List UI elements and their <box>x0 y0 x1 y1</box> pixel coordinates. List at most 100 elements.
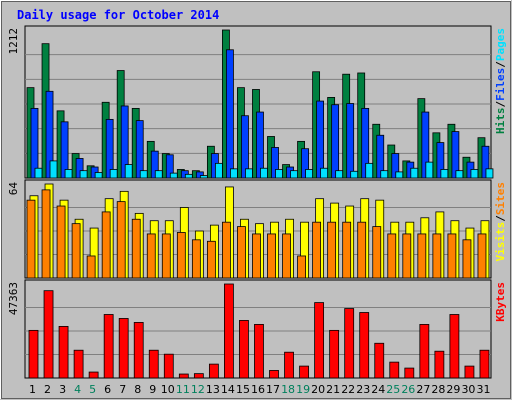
bar-files-day-29 <box>451 131 460 179</box>
bar-sites-day-13 <box>206 240 216 279</box>
bar-kbytes-day-31 <box>479 349 490 379</box>
bar-files-day-2 <box>45 90 54 179</box>
chart-title: Daily usage for October 2014 <box>17 8 219 22</box>
bar-pages-day-12 <box>199 175 208 179</box>
bar-pages-day-10 <box>169 172 178 179</box>
bar-sites-day-30 <box>462 239 472 279</box>
bar-pages-day-20 <box>320 167 329 179</box>
bar-sites-day-22 <box>342 221 352 279</box>
bar-kbytes-day-8 <box>133 322 144 379</box>
x-label-day-22: 22 <box>341 383 355 396</box>
bar-pages-day-19 <box>305 169 313 179</box>
bar-kbytes-day-7 <box>118 318 129 379</box>
x-label-day-4: 4 <box>74 383 81 396</box>
bar-files-day-23 <box>361 107 370 179</box>
bar-sites-day-24 <box>372 226 382 279</box>
bar-pages-day-6 <box>109 169 118 179</box>
bar-kbytes-day-22 <box>344 308 355 379</box>
x-label-day-11: 11 <box>176 383 190 396</box>
bar-pages-day-18 <box>290 170 298 179</box>
bar-pages-day-31 <box>485 168 494 179</box>
bar-pages-day-17 <box>275 169 283 179</box>
x-label-day-19: 19 <box>296 383 310 396</box>
legend-entry: Visits <box>494 222 507 262</box>
bar-files-day-28 <box>436 142 445 179</box>
bar-sites-day-12 <box>191 239 201 279</box>
bar-kbytes-day-4 <box>73 349 84 379</box>
bar-files-day-14 <box>226 49 234 179</box>
bar-sites-day-21 <box>327 221 337 279</box>
bar-files-day-8 <box>135 120 144 179</box>
x-label-day-1: 1 <box>29 383 36 396</box>
bar-files-day-10 <box>165 154 174 179</box>
bar-sites-day-9 <box>146 233 156 279</box>
x-label-day-13: 13 <box>206 383 220 396</box>
bar-files-day-31 <box>481 145 490 179</box>
bar-files-day-12 <box>195 171 204 179</box>
x-label-day-5: 5 <box>89 383 96 396</box>
bar-sites-day-20 <box>312 221 322 279</box>
bar-pages-day-25 <box>395 171 404 179</box>
x-label-day-31: 31 <box>476 383 490 396</box>
x-label-day-2: 2 <box>44 383 51 396</box>
bar-kbytes-day-1 <box>28 329 39 379</box>
bar-files-day-25 <box>391 153 400 179</box>
panel-kbytes-ymax-label: 47363 <box>7 282 20 315</box>
x-label-day-18: 18 <box>281 383 295 396</box>
bar-sites-day-1 <box>26 199 36 279</box>
bar-sites-day-8 <box>131 218 141 279</box>
bar-files-day-16 <box>256 111 264 179</box>
bar-sites-day-25 <box>387 233 397 279</box>
bar-files-day-21 <box>331 104 340 179</box>
bar-kbytes-day-28 <box>434 350 445 379</box>
x-label-day-15: 15 <box>236 383 250 396</box>
bar-pages-day-4 <box>79 170 88 179</box>
legend-entry: Pages <box>494 28 507 61</box>
bar-pages-day-26 <box>410 167 419 179</box>
bar-files-day-4 <box>75 158 84 179</box>
legend-entry: Files <box>494 68 507 101</box>
bar-sites-day-19 <box>297 255 306 279</box>
bar-files-day-6 <box>105 118 114 179</box>
legend-entry: KBytes <box>494 282 507 322</box>
panel-visits-ymax-label: 64 <box>7 182 20 196</box>
x-label-day-21: 21 <box>326 383 340 396</box>
bar-kbytes-day-29 <box>449 314 460 379</box>
bar-files-day-19 <box>301 148 309 179</box>
bar-sites-day-5 <box>86 255 96 279</box>
bar-files-day-20 <box>316 100 325 179</box>
bar-kbytes-day-19 <box>299 365 309 379</box>
legend-entry: / <box>494 61 507 68</box>
bar-sites-day-27 <box>417 233 427 279</box>
bar-kbytes-day-30 <box>464 365 475 379</box>
bar-kbytes-day-12 <box>193 373 204 379</box>
bar-sites-day-3 <box>56 205 66 279</box>
panel-kbytes-legend: KBytes <box>494 282 507 322</box>
bar-kbytes-day-17 <box>269 370 279 379</box>
x-label-day-8: 8 <box>134 383 141 396</box>
bar-sites-day-7 <box>116 201 126 279</box>
bar-files-day-3 <box>60 121 69 179</box>
bar-sites-day-14 <box>222 221 231 279</box>
x-label-day-26: 26 <box>401 383 415 396</box>
panel-kbytes: 47363 KBytes <box>7 279 507 379</box>
bar-kbytes-day-10 <box>163 353 174 379</box>
panel-visits: 64 Visits/Sites <box>7 179 507 279</box>
bar-kbytes-day-14 <box>224 283 234 379</box>
bar-pages-day-30 <box>470 169 479 179</box>
x-label-day-12: 12 <box>191 383 205 396</box>
x-label-day-6: 6 <box>104 383 111 396</box>
bar-pages-day-16 <box>260 167 268 179</box>
bar-pages-day-15 <box>245 168 253 179</box>
bar-pages-day-23 <box>365 162 374 179</box>
panel-visits-legend: Visits/Sites <box>494 182 507 262</box>
legend-entry: Sites <box>494 182 507 215</box>
x-label-day-17: 17 <box>266 383 280 396</box>
x-label-day-9: 9 <box>149 383 156 396</box>
bar-kbytes-day-2 <box>43 290 54 379</box>
panel-hits-legend: Hits/Files/Pages <box>494 28 507 134</box>
bar-sites-day-2 <box>41 189 51 279</box>
bar-files-day-24 <box>376 134 385 179</box>
